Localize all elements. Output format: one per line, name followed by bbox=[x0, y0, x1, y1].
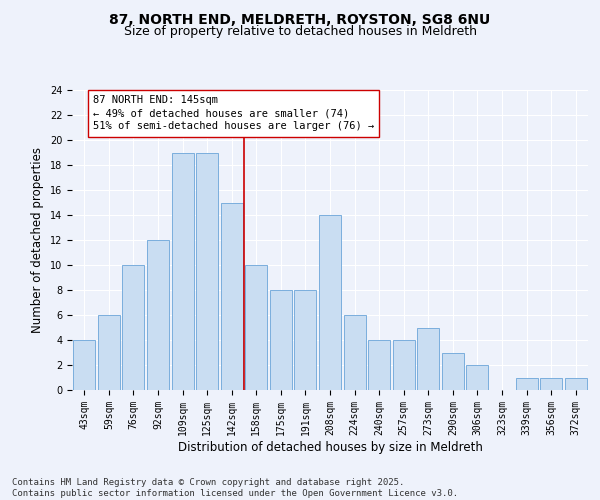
Bar bbox=[368, 340, 390, 390]
Bar bbox=[98, 315, 120, 390]
Text: 87, NORTH END, MELDRETH, ROYSTON, SG8 6NU: 87, NORTH END, MELDRETH, ROYSTON, SG8 6N… bbox=[109, 12, 491, 26]
Bar bbox=[147, 240, 169, 390]
X-axis label: Distribution of detached houses by size in Meldreth: Distribution of detached houses by size … bbox=[178, 440, 482, 454]
Bar bbox=[442, 352, 464, 390]
Bar bbox=[196, 152, 218, 390]
Bar bbox=[417, 328, 439, 390]
Text: Contains HM Land Registry data © Crown copyright and database right 2025.
Contai: Contains HM Land Registry data © Crown c… bbox=[12, 478, 458, 498]
Bar bbox=[319, 215, 341, 390]
Bar bbox=[565, 378, 587, 390]
Bar bbox=[540, 378, 562, 390]
Bar bbox=[270, 290, 292, 390]
Bar bbox=[295, 290, 316, 390]
Bar bbox=[515, 378, 538, 390]
Bar bbox=[245, 265, 268, 390]
Bar bbox=[73, 340, 95, 390]
Text: 87 NORTH END: 145sqm
← 49% of detached houses are smaller (74)
51% of semi-detac: 87 NORTH END: 145sqm ← 49% of detached h… bbox=[93, 95, 374, 132]
Bar bbox=[392, 340, 415, 390]
Y-axis label: Number of detached properties: Number of detached properties bbox=[31, 147, 44, 333]
Text: Size of property relative to detached houses in Meldreth: Size of property relative to detached ho… bbox=[124, 25, 476, 38]
Bar bbox=[221, 202, 243, 390]
Bar bbox=[172, 152, 194, 390]
Bar bbox=[122, 265, 145, 390]
Bar bbox=[344, 315, 365, 390]
Bar bbox=[466, 365, 488, 390]
